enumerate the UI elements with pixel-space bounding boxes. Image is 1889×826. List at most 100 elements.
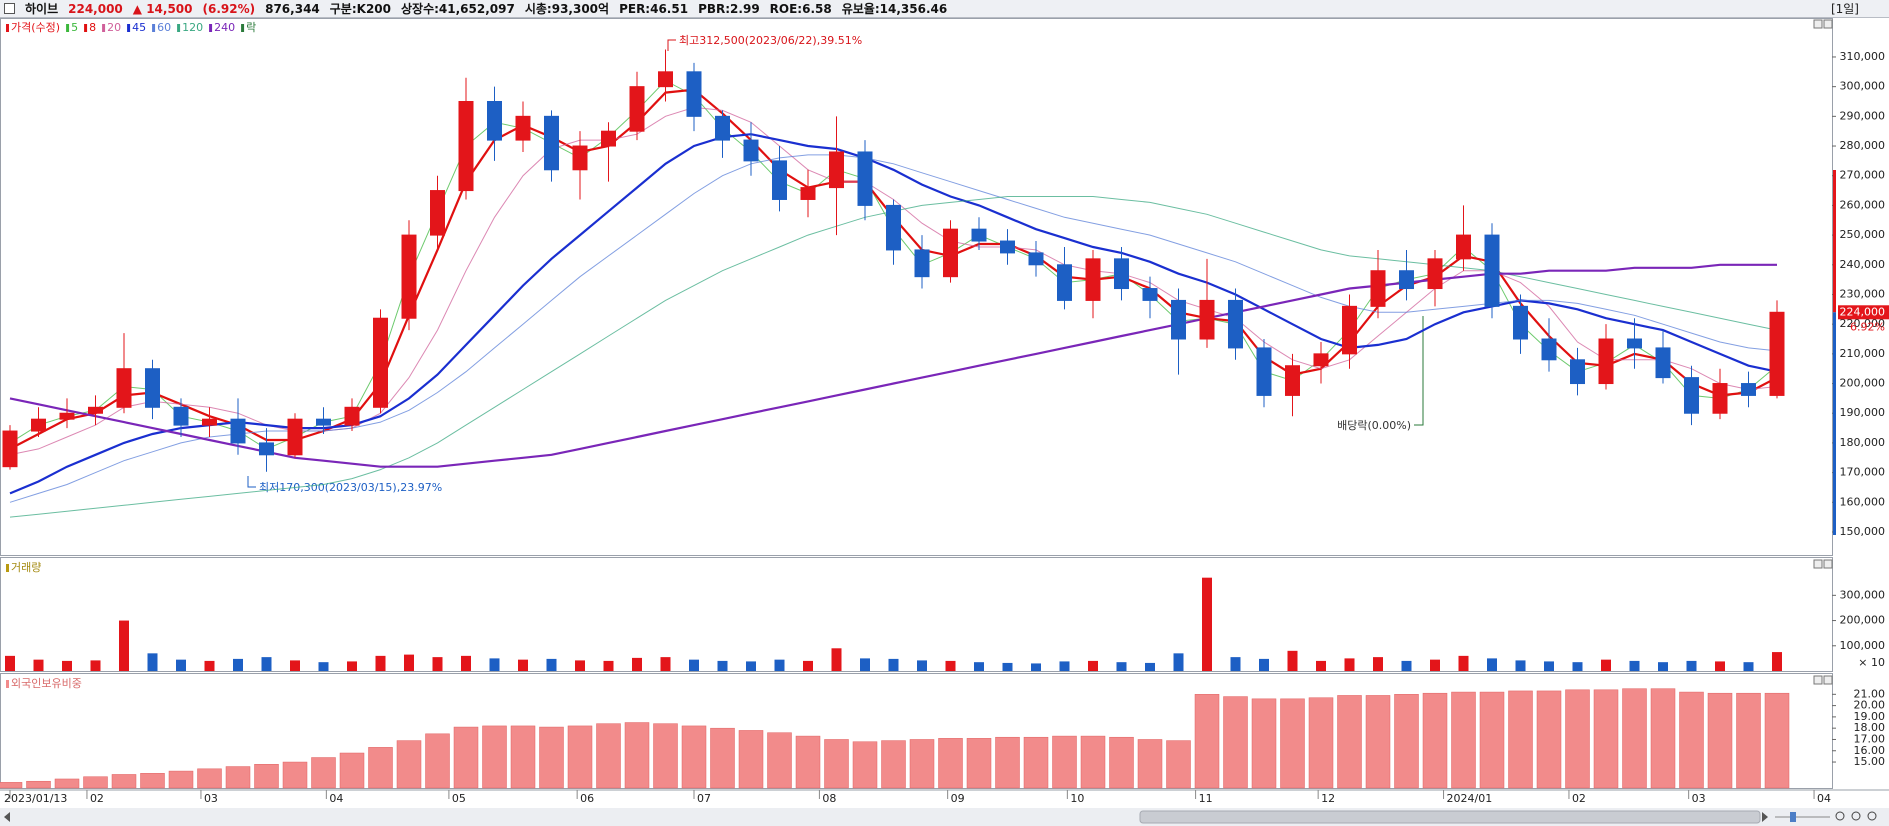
candle-body	[1313, 353, 1329, 367]
panel-button[interactable]	[1813, 559, 1823, 569]
scrollbar-thumb[interactable]	[1139, 810, 1761, 824]
bar	[1772, 652, 1782, 671]
zoom-handle[interactable]	[1790, 812, 1796, 822]
candle-body	[31, 418, 46, 432]
bar	[1023, 736, 1049, 789]
bar	[26, 780, 51, 789]
candle-body	[1114, 258, 1129, 290]
bar	[966, 738, 992, 789]
panel-button[interactable]	[1813, 675, 1823, 685]
panel-title: 거래량	[11, 561, 41, 574]
high-annotation: 최고312,500(2023/06/22),39.51%	[679, 34, 862, 47]
bar	[1166, 740, 1191, 789]
candle-body	[1570, 359, 1585, 385]
price-panel-frame	[0, 18, 1833, 556]
bar	[974, 662, 984, 671]
bar	[347, 661, 357, 671]
bar	[404, 654, 414, 671]
zoom-in[interactable]	[1835, 811, 1845, 821]
candle-body	[116, 368, 132, 408]
candle-body	[1085, 258, 1101, 301]
moving-average-line	[9, 154, 1778, 503]
bar	[147, 653, 158, 671]
bar	[1344, 658, 1355, 671]
candle-body	[715, 115, 730, 141]
roe: ROE:6.58	[769, 1, 832, 16]
panel-button[interactable]	[1813, 19, 1823, 29]
bar	[831, 648, 842, 671]
bar	[1251, 698, 1277, 789]
header-bar: 하이브 224,000 ▲ 14,500 (6.92%) 876,344 구분:…	[0, 0, 1889, 18]
bar	[1365, 695, 1391, 789]
bar	[917, 660, 927, 671]
candle-body	[515, 115, 531, 141]
candle-body	[1541, 338, 1557, 361]
bar	[909, 739, 935, 789]
bar	[1479, 691, 1505, 789]
candle-body	[1199, 299, 1215, 340]
panel-button[interactable]	[1823, 675, 1833, 685]
candle-body	[1256, 347, 1272, 396]
y-tick-label: 300,000	[1840, 80, 1886, 93]
candle-body	[202, 418, 217, 426]
current-price-box	[1838, 305, 1889, 320]
legend-swatch	[6, 680, 9, 688]
bar	[603, 660, 614, 671]
x-tick-label: 11	[1199, 792, 1213, 805]
scroll-right[interactable]	[1762, 812, 1768, 822]
x-tick-label: 04	[329, 792, 343, 805]
stock-name: 하이브	[25, 2, 59, 16]
checkbox[interactable]	[4, 3, 15, 14]
candle-body	[1456, 234, 1471, 260]
y-tick-label: 280,000	[1840, 139, 1886, 152]
candle-body	[1028, 252, 1044, 266]
legend-entry: 20	[107, 21, 121, 34]
bar	[83, 776, 108, 789]
bar	[1679, 691, 1704, 789]
moving-average-line	[9, 263, 1777, 468]
y-tick-label: 21.00	[1854, 687, 1886, 700]
y-tick-label: 230,000	[1840, 287, 1886, 300]
candle-body	[857, 151, 873, 206]
bar	[375, 655, 386, 671]
bar	[1707, 692, 1733, 789]
bar	[453, 726, 479, 789]
current-price-label: 224,000	[1840, 305, 1886, 318]
x-tick-label: 09	[951, 792, 965, 805]
candle-body	[1627, 338, 1642, 349]
panel-button[interactable]	[1823, 19, 1833, 29]
volume-panel-frame	[0, 557, 1833, 672]
bar	[1373, 657, 1383, 671]
scroll-left[interactable]	[4, 812, 10, 822]
zoom-reset[interactable]	[1867, 811, 1877, 821]
bar	[1052, 735, 1077, 789]
candle-body	[1228, 299, 1243, 349]
candle-body	[572, 145, 588, 171]
candle-body	[59, 412, 75, 420]
bar	[1337, 695, 1362, 789]
candle-body	[316, 418, 331, 426]
x-tick-label: 05	[452, 792, 466, 805]
y-tick-label: 210,000	[1840, 347, 1886, 360]
candle-body	[544, 115, 559, 171]
bar	[1536, 690, 1562, 789]
bar	[1565, 689, 1590, 789]
candle-body	[1655, 347, 1671, 379]
panel-button[interactable]	[1823, 559, 1833, 569]
bar	[1137, 739, 1163, 789]
y-tick-label: 19.00	[1854, 710, 1886, 723]
moving-average-line	[9, 133, 1778, 495]
bar	[746, 661, 756, 671]
period-button[interactable]: [1일]	[1830, 2, 1859, 16]
x-tick-label: 07	[697, 792, 711, 805]
bar	[710, 727, 735, 789]
bar	[1764, 692, 1790, 789]
candle-body	[886, 204, 901, 251]
candle-body	[1598, 338, 1614, 385]
legend-swatch	[102, 24, 106, 32]
candle-body	[1342, 305, 1357, 355]
x-tick-label: 02	[1572, 792, 1586, 805]
zoom-out[interactable]	[1851, 811, 1861, 821]
candle-body	[1399, 270, 1414, 290]
bar	[119, 620, 129, 671]
